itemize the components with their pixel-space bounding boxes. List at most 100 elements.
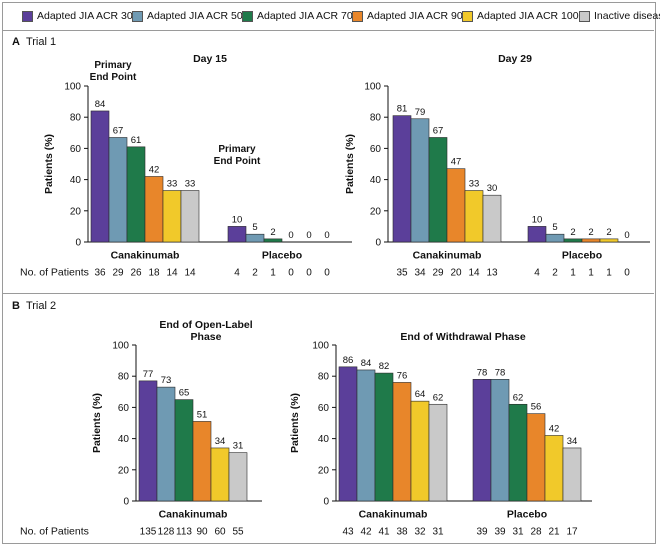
bar-acr90 xyxy=(392,382,412,502)
bar-value-label: 0 xyxy=(624,230,629,241)
bar-acr100 xyxy=(599,238,619,243)
bar-value-label: 76 xyxy=(397,370,408,381)
n-value: 0 xyxy=(324,268,330,279)
legend-swatch xyxy=(579,10,590,22)
n-value: 14 xyxy=(166,268,178,279)
n-value: 39 xyxy=(494,527,506,538)
bar-acr50 xyxy=(410,118,430,243)
bar-acr100 xyxy=(464,190,484,243)
n-value: 60 xyxy=(214,527,226,538)
group-label: Placebo xyxy=(562,250,602,262)
bar-value-label: 81 xyxy=(397,104,408,115)
bar-acr90 xyxy=(526,413,546,502)
bar-acr70 xyxy=(508,403,528,502)
primary-end-point-annotation: Primary xyxy=(94,60,132,71)
legend-swatch xyxy=(242,10,253,22)
group-label: Canakinumab xyxy=(413,250,482,262)
legend-label: Adapted JIA ACR 30 xyxy=(37,10,133,22)
legend-label: Adapted JIA ACR 100 xyxy=(477,10,579,22)
bar-value-label: 5 xyxy=(252,222,257,233)
bar-acr70 xyxy=(263,238,283,243)
bar-inactive xyxy=(228,452,248,502)
group-label: Canakinumab xyxy=(111,250,180,262)
bar-inactive xyxy=(180,190,200,243)
y-tick-label: 100 xyxy=(112,341,129,352)
bar-value-label: 5 xyxy=(552,222,557,233)
bar-value-label: 78 xyxy=(495,367,506,378)
bar-value-label: 0 xyxy=(306,230,311,241)
n-value: 26 xyxy=(130,268,142,279)
y-tick-label: 0 xyxy=(75,238,81,249)
n-value: 38 xyxy=(396,527,408,538)
legend-item-inactive: Inactive disease xyxy=(579,8,660,24)
y-tick-label: 80 xyxy=(318,372,330,383)
bar-acr70 xyxy=(174,399,194,502)
bar-value-label: 56 xyxy=(531,402,542,413)
n-patients-label: No. of Patients xyxy=(20,526,89,538)
section-divider xyxy=(2,293,654,294)
bar-value-label: 84 xyxy=(361,358,372,369)
bar-acr30 xyxy=(138,380,158,502)
legend-label: Adapted JIA ACR 90 xyxy=(367,10,463,22)
bar-value-label: 2 xyxy=(588,227,593,238)
bar-value-label: 33 xyxy=(185,179,196,190)
bar-value-label: 82 xyxy=(379,361,390,372)
chart-title: End of Withdrawal Phase xyxy=(400,331,525,343)
section-title-trial1: A Trial 1 xyxy=(12,36,56,48)
bar-value-label: 77 xyxy=(143,369,154,380)
bar-acr30 xyxy=(227,226,247,243)
bar-acr30 xyxy=(392,115,412,243)
n-value: 90 xyxy=(196,527,208,538)
n-value: 31 xyxy=(512,527,524,538)
bar-acr90 xyxy=(581,238,601,243)
bar-acr50 xyxy=(245,233,265,243)
n-value: 13 xyxy=(486,268,498,279)
chart-title: Day 15 xyxy=(193,53,227,65)
n-value: 43 xyxy=(342,527,354,538)
bar-value-label: 34 xyxy=(567,436,578,447)
n-value: 14 xyxy=(468,268,480,279)
bar-acr100 xyxy=(162,190,182,243)
y-tick-label: 0 xyxy=(375,238,381,249)
n-patients-label: No. of Patients xyxy=(20,267,89,279)
n-value: 128 xyxy=(158,527,175,538)
y-tick-label: 40 xyxy=(370,175,382,186)
bar-value-label: 61 xyxy=(131,135,142,146)
n-value: 20 xyxy=(450,268,462,279)
primary-end-point-annotation: End Point xyxy=(214,156,261,167)
primary-end-point-annotation: End Point xyxy=(90,72,137,83)
section-label: Trial 1 xyxy=(25,36,57,48)
y-tick-label: 100 xyxy=(364,82,381,93)
bar-value-label: 10 xyxy=(232,214,243,225)
legend-item-acr30: Adapted JIA ACR 30 xyxy=(22,8,133,24)
section-letter: A xyxy=(12,36,20,48)
bar-value-label: 0 xyxy=(324,230,329,241)
y-axis-label: Patients (%) xyxy=(289,393,301,453)
bar-acr70 xyxy=(374,372,394,502)
bar-acr70 xyxy=(126,146,146,243)
n-value: 0 xyxy=(288,268,294,279)
bar-value-label: 2 xyxy=(570,227,575,238)
n-value: 31 xyxy=(432,527,444,538)
y-tick-label: 20 xyxy=(70,206,82,217)
legend-item-acr50: Adapted JIA ACR 50 xyxy=(132,8,243,24)
bar-acr30 xyxy=(527,226,547,243)
bar-value-label: 47 xyxy=(451,157,462,168)
n-value: 14 xyxy=(184,268,196,279)
n-value: 1 xyxy=(588,268,594,279)
y-tick-label: 80 xyxy=(118,372,130,383)
y-tick-label: 20 xyxy=(318,465,330,476)
n-value: 28 xyxy=(530,527,542,538)
legend-swatch xyxy=(352,10,363,22)
group-label: Placebo xyxy=(262,250,302,262)
n-value: 2 xyxy=(252,268,258,279)
n-value: 4 xyxy=(534,268,540,279)
y-tick-label: 100 xyxy=(64,82,81,93)
y-tick-label: 0 xyxy=(323,497,329,508)
n-value: 42 xyxy=(360,527,372,538)
legend-divider xyxy=(2,30,654,31)
n-value: 0 xyxy=(624,268,630,279)
y-tick-label: 60 xyxy=(70,144,82,155)
n-value: 17 xyxy=(566,527,578,538)
bar-value-label: 64 xyxy=(415,389,426,400)
